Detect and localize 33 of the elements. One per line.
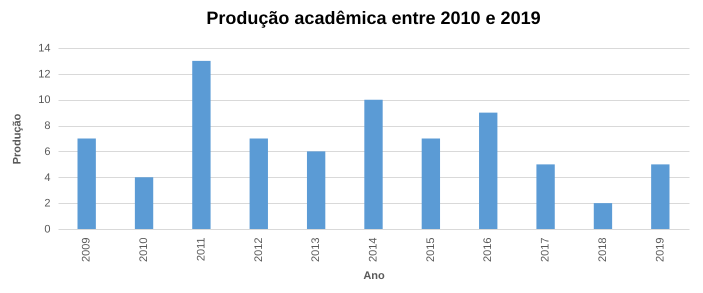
bar [306, 151, 326, 229]
x-tick-label: 2011 [195, 238, 208, 262]
y-tick-label: 8 [44, 120, 50, 132]
y-tick-label: 2 [44, 198, 50, 210]
y-tick-label: 12 [38, 68, 50, 80]
bar [78, 138, 96, 229]
y-tick-label: 6 [44, 146, 50, 158]
x-tick-label: 2019 [654, 238, 666, 262]
y-tick-label: 14 [38, 42, 50, 54]
bar [479, 112, 498, 229]
bar [651, 164, 670, 229]
x-tick-label: 2017 [540, 238, 552, 262]
x-tick-label: 2018 [596, 238, 609, 262]
x-tick-label: 2014 [368, 238, 380, 262]
y-tick-label: 10 [38, 94, 50, 106]
x-tick-label: 2013 [310, 238, 322, 262]
x-tick-label: 2009 [80, 238, 93, 262]
bar [536, 164, 555, 229]
bar [594, 203, 612, 229]
x-tick-label: 2010 [138, 238, 150, 262]
bar [364, 100, 383, 229]
bar [134, 177, 154, 229]
y-axis-title: Produção [11, 113, 24, 164]
bar [422, 138, 440, 229]
x-axis-title: Ano [363, 270, 385, 282]
x-tick-label: 2015 [424, 238, 437, 262]
y-tick-label: 0 [44, 224, 50, 236]
chart-title: Produção acadêmica entre 2010 e 2019 [206, 8, 541, 28]
x-tick-label: 2016 [482, 238, 494, 262]
y-tick-label: 4 [44, 172, 50, 184]
x-tick-label: 2012 [252, 238, 265, 262]
bar [250, 138, 268, 229]
bar [192, 60, 211, 229]
